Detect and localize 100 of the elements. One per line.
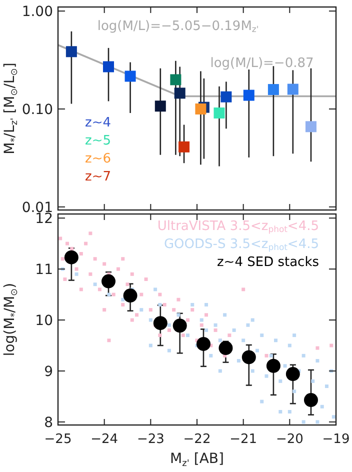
- point: [66, 242, 70, 246]
- point: [144, 277, 148, 281]
- point: [292, 390, 296, 394]
- annotation: log(M/L)=−5.05−0.19M$_{z'}$: [97, 19, 259, 34]
- x-tick-label: −19: [322, 432, 350, 447]
- point: [84, 242, 88, 246]
- point: [218, 369, 222, 373]
- text: UltraVISTA 3.5<z$_{phot}$<4.5: [157, 219, 319, 234]
- point: [302, 354, 306, 358]
- point: [255, 348, 259, 352]
- point: [218, 341, 233, 356]
- point: [196, 336, 210, 351]
- point: [274, 338, 278, 342]
- point: [228, 334, 232, 338]
- point: [190, 302, 194, 306]
- point: [246, 323, 250, 327]
- y-tick-label: 0.10: [22, 102, 53, 118]
- point: [181, 334, 185, 338]
- point: [283, 364, 287, 368]
- point: [232, 328, 236, 332]
- point: [167, 348, 171, 352]
- point: [79, 288, 83, 292]
- point: [121, 257, 125, 261]
- point: [66, 46, 77, 58]
- point: [58, 236, 62, 240]
- point: [236, 359, 240, 363]
- point: [176, 298, 180, 302]
- point: [324, 384, 328, 388]
- y-tick-label: 11: [35, 262, 53, 278]
- y-tick-label: 1.00: [22, 4, 53, 20]
- x-tick-label: −23: [136, 432, 164, 447]
- point: [74, 267, 78, 271]
- point: [209, 354, 213, 358]
- point: [332, 415, 336, 419]
- text: z~6: [85, 152, 111, 166]
- point: [93, 282, 97, 286]
- point: [103, 61, 114, 72]
- point: [148, 318, 152, 322]
- point: [148, 344, 152, 348]
- point: [158, 334, 162, 338]
- point: [172, 308, 176, 312]
- annotation: log(M/L)=−0.87: [210, 56, 314, 71]
- point: [148, 308, 152, 312]
- point: [123, 288, 138, 303]
- point: [126, 282, 130, 286]
- point: [158, 292, 162, 296]
- x-tick-label: −22: [183, 432, 211, 447]
- point: [242, 350, 256, 364]
- point: [266, 358, 280, 373]
- point: [63, 277, 67, 281]
- point: [320, 404, 324, 408]
- point: [269, 354, 273, 358]
- point: [316, 346, 320, 350]
- point: [278, 410, 282, 414]
- point: [302, 420, 306, 424]
- point: [167, 328, 171, 332]
- point: [174, 88, 186, 99]
- point: [102, 308, 106, 312]
- point: [167, 323, 171, 327]
- point: [79, 252, 83, 256]
- point: [93, 257, 97, 261]
- point: [60, 257, 64, 261]
- point: [176, 313, 180, 317]
- y-tick-label: 9: [44, 364, 53, 380]
- point: [178, 141, 190, 152]
- point: [288, 410, 292, 414]
- x-tick-label: −20: [276, 432, 304, 447]
- point: [278, 379, 282, 383]
- point: [121, 302, 125, 306]
- y-tick-label: 8: [44, 414, 53, 431]
- point: [260, 400, 264, 404]
- point: [162, 302, 166, 306]
- point: [102, 274, 116, 288]
- point: [305, 121, 316, 132]
- point: [214, 328, 218, 332]
- point: [172, 318, 187, 333]
- x-tick-label: −25: [44, 432, 72, 447]
- point: [223, 313, 227, 317]
- point: [214, 323, 218, 327]
- point: [116, 267, 120, 271]
- point: [135, 313, 139, 317]
- point: [316, 420, 320, 424]
- point: [250, 318, 254, 322]
- point: [154, 288, 158, 292]
- point: [186, 334, 190, 338]
- point: [242, 338, 246, 342]
- point: [220, 91, 232, 102]
- point: [204, 328, 208, 332]
- point: [102, 262, 106, 266]
- point: [204, 313, 208, 317]
- x-tick-label: −21: [230, 432, 258, 447]
- point: [304, 393, 318, 408]
- point: [107, 338, 111, 342]
- text: z~7: [85, 170, 111, 184]
- point: [88, 272, 92, 276]
- point: [195, 103, 206, 114]
- text: z~5: [85, 134, 111, 148]
- point: [140, 292, 144, 296]
- point: [64, 250, 78, 264]
- point: [121, 298, 125, 302]
